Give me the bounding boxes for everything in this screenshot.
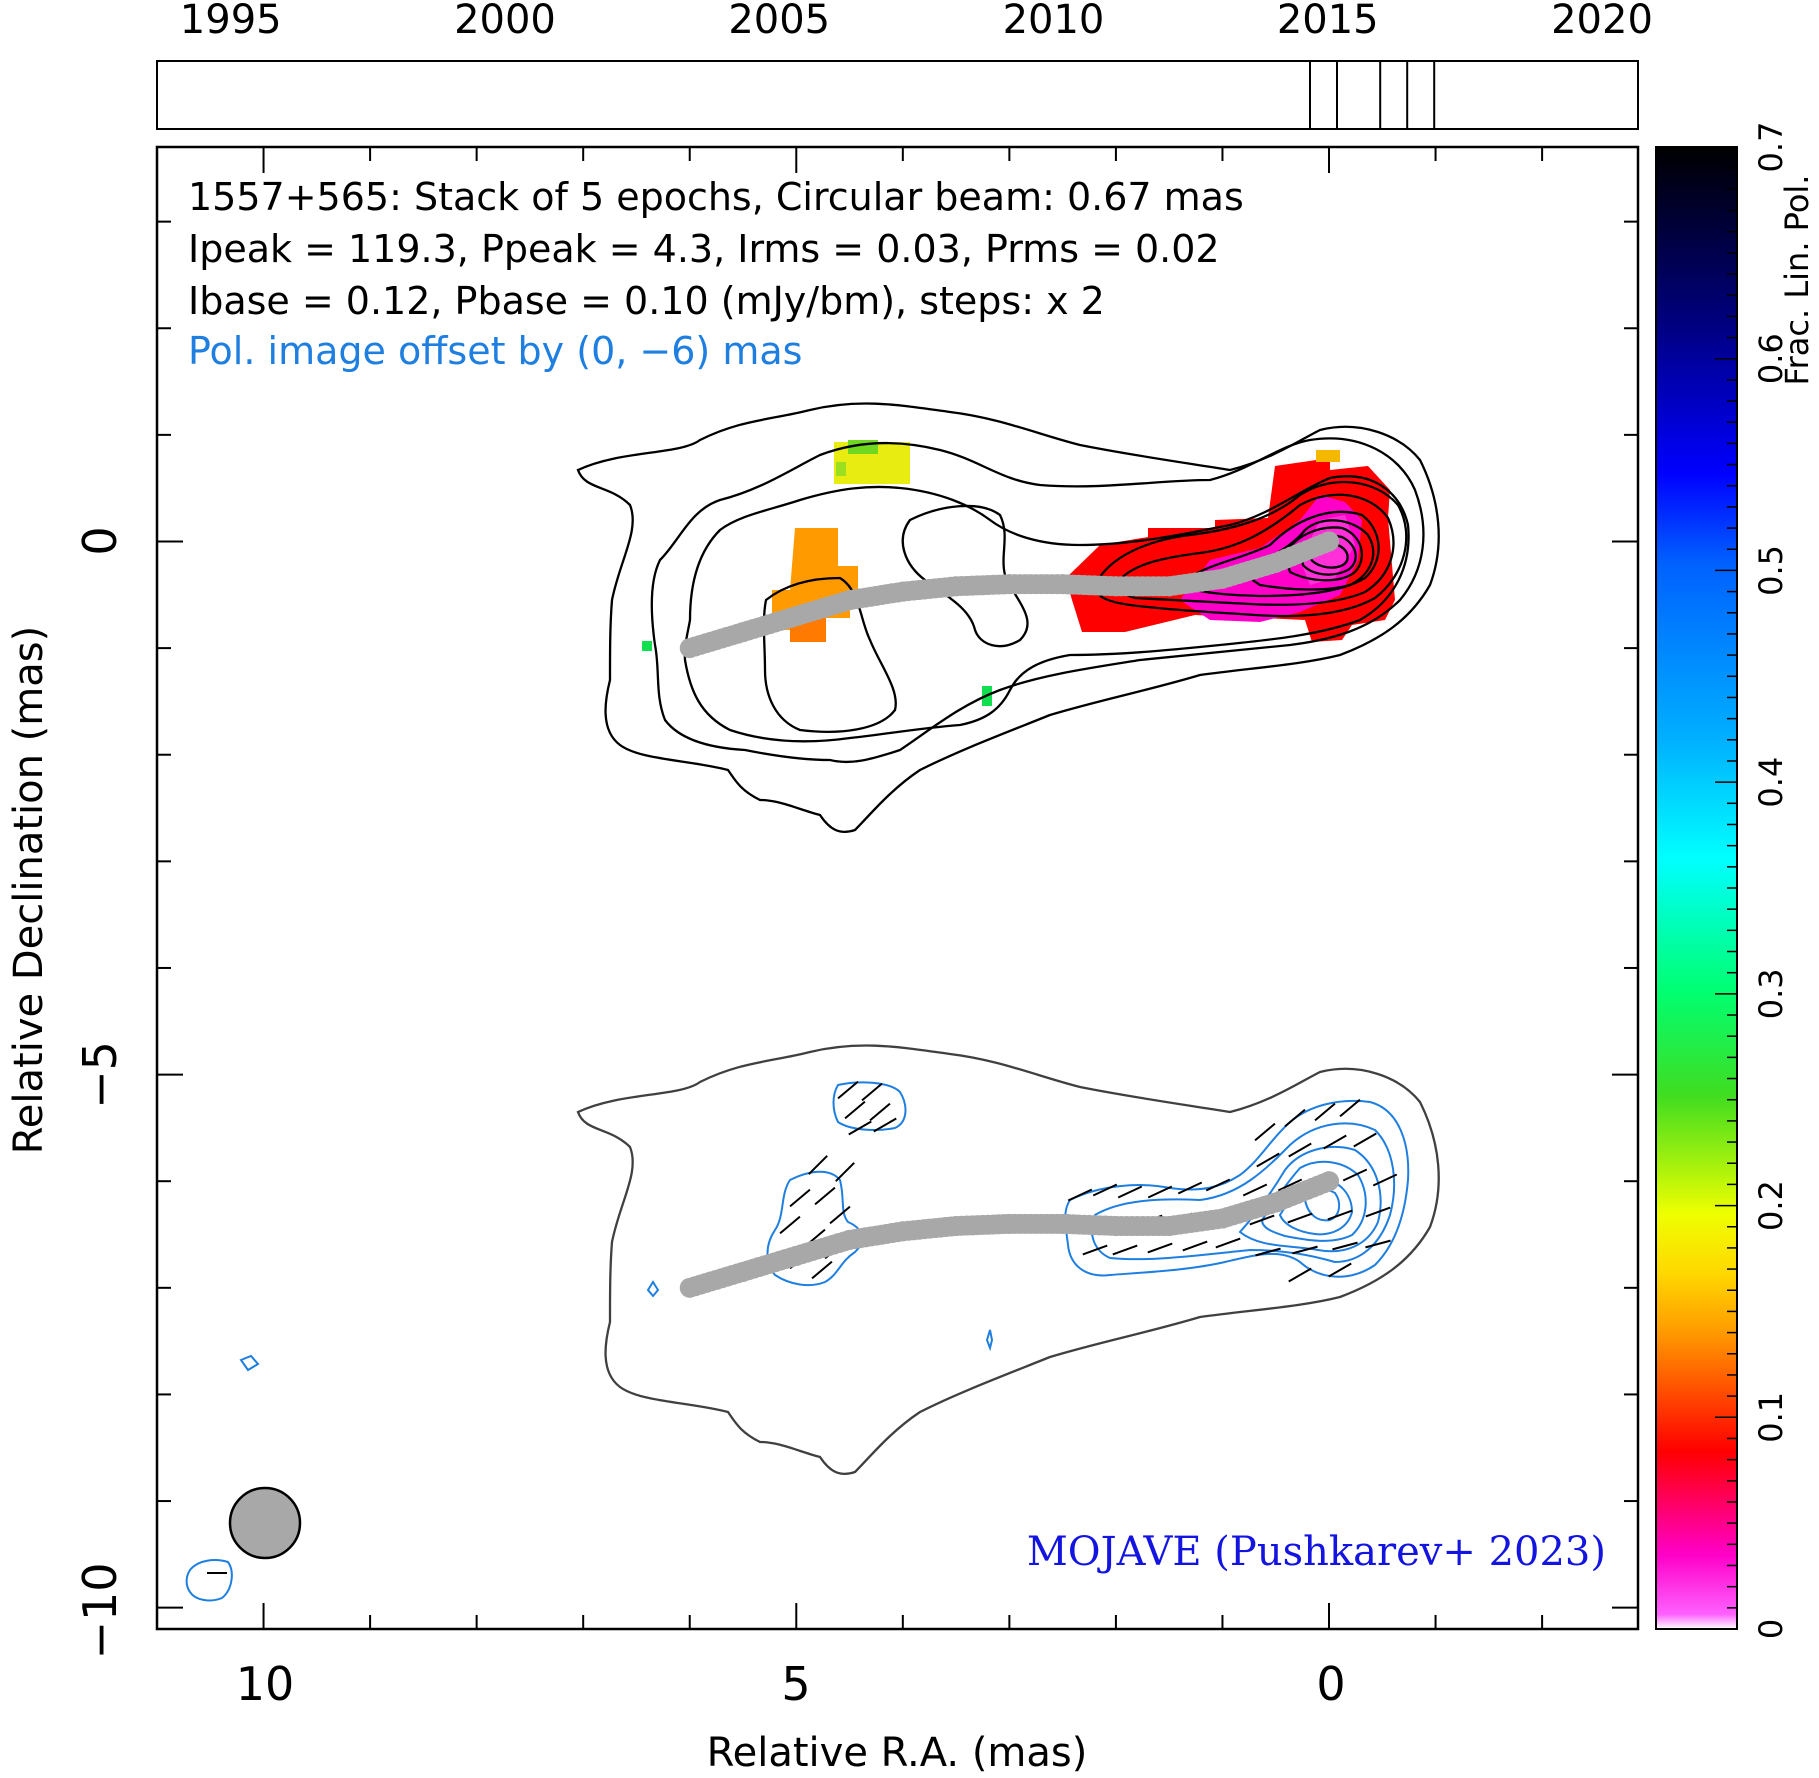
- header-line-2: Ipeak = 119.3, Ppeak = 4.3, Irms = 0.03,…: [188, 227, 1220, 271]
- evpa-tick: [814, 1186, 836, 1206]
- epoch-timeline: 1995 2000 2005 2010 2015 2020: [156, 0, 1653, 130]
- jet-ridge-line-offset: [679, 1171, 1340, 1298]
- y-axis-title: Relative Declination (mas): [6, 626, 52, 1154]
- colorbar-title: Frac. Lin. Pol.: [1778, 175, 1816, 386]
- timeline-year-label: 2015: [1277, 0, 1379, 43]
- timeline-year-label: 1995: [180, 0, 282, 43]
- evpa-tick: [1255, 1247, 1281, 1257]
- evpa-tick: [1339, 1098, 1361, 1118]
- colorbar-gradient: [1655, 146, 1738, 1630]
- evpa-tick: [1353, 1132, 1377, 1148]
- colorbar: 0 0.1 0.2 0.3 0.4 0.5 0.6 0.7 Frac. Lin. Pol.: [1655, 122, 1816, 1639]
- x-tick-label: 10: [236, 1657, 295, 1711]
- evpa-tick: [873, 1117, 897, 1133]
- colorbar-ticks: [1715, 146, 1737, 1630]
- timeline-frame: [156, 60, 1639, 130]
- evpa-tick: [1332, 1241, 1358, 1251]
- map-panel: MOJAVE (Pushkarev+ 2023) 1557+565: Stack…: [6, 145, 1640, 1776]
- colorbar-tick-label: 0.5: [1752, 545, 1790, 596]
- evpa-tick: [779, 1215, 801, 1235]
- evpa-tick: [789, 1188, 811, 1208]
- evpa-tick: [848, 1120, 872, 1136]
- evpa-tick: [1277, 1178, 1303, 1192]
- x-tick-label: 0: [1316, 1657, 1345, 1711]
- ridge-point: [1319, 1171, 1340, 1192]
- evpa-tick: [808, 1155, 828, 1175]
- colorbar-tick-label: 0.3: [1752, 968, 1790, 1019]
- evpa-tick: [811, 1260, 833, 1280]
- timeline-year-label: 2000: [454, 0, 556, 43]
- colorbar-tick-label: 0.6: [1752, 333, 1790, 384]
- credit-label: MOJAVE (Pushkarev+ 2023): [1027, 1529, 1606, 1575]
- evpa-tick: [1092, 1183, 1118, 1197]
- evpa-tick: [835, 1162, 855, 1182]
- evpa-tick: [1365, 1239, 1391, 1249]
- evpa-tick: [1292, 1245, 1318, 1255]
- evpa-tick: [1249, 1214, 1275, 1226]
- evpa-tick: [1067, 1188, 1093, 1202]
- colorbar-tick-label: 0.1: [1752, 1392, 1790, 1443]
- evpa-tick: [869, 1102, 891, 1122]
- evpa-tick: [837, 1080, 859, 1100]
- colorbar-tick-label: 0.7: [1752, 122, 1790, 173]
- timeline-year-label: 2010: [1003, 0, 1105, 43]
- evpa-tick: [844, 1100, 866, 1120]
- evpa-tick: [1288, 1267, 1312, 1283]
- y-tick-label: 0: [73, 526, 127, 555]
- header-line-3: Ibase = 0.12, Pbase = 0.10 (mJy/bm), ste…: [188, 279, 1105, 323]
- evpa-tick: [1287, 1212, 1313, 1224]
- evpa-tick: [1328, 1262, 1352, 1278]
- evpa-tick: [861, 1082, 883, 1102]
- evpa-tick: [1147, 1185, 1173, 1199]
- evpa-tick: [1342, 1168, 1368, 1182]
- evpa-tick: [1372, 1173, 1398, 1187]
- timeline-year-label: 2005: [728, 0, 830, 43]
- evpa-tick: [1284, 1108, 1306, 1128]
- y-tick-label: −5: [73, 1041, 127, 1109]
- timeline-year-label: 2020: [1551, 0, 1653, 43]
- evpa-tick: [1177, 1181, 1203, 1195]
- evpa-tick: [1323, 1134, 1347, 1150]
- evpa-tick: [1365, 1206, 1391, 1218]
- evpa-tick: [1215, 1237, 1241, 1249]
- x-axis-title: Relative R.A. (mas): [707, 1730, 1088, 1776]
- colorbar-tick-label: 0.2: [1752, 1180, 1790, 1231]
- evpa-tick: [1205, 1178, 1231, 1192]
- ridge-point: [1319, 531, 1340, 552]
- evpa-tick: [1082, 1244, 1108, 1256]
- colorbar-tick-label: 0: [1752, 1619, 1790, 1639]
- axis-ticks: [156, 147, 1638, 1629]
- evpa-tick: [1254, 1122, 1276, 1142]
- evpa-tick: [1117, 1185, 1143, 1199]
- evpa-tick: [1314, 1102, 1336, 1122]
- y-tick-label: −10: [73, 1562, 127, 1659]
- evpa-tick: [1182, 1240, 1208, 1252]
- x-tick-label: 5: [781, 1657, 810, 1711]
- intensity-contours: [576, 402, 1440, 834]
- evpa-tick: [1288, 1142, 1312, 1158]
- pol-offset-note: Pol. image offset by (0, −6) mas: [188, 329, 802, 373]
- pol-image-outer-contour: [576, 1044, 1440, 1476]
- colorbar-tick-label: 0.4: [1752, 757, 1790, 808]
- evpa-tick: [1256, 1152, 1280, 1168]
- evpa-tick: [829, 1205, 851, 1225]
- evpa-vectors: [207, 1080, 1398, 1574]
- pol-intensity-contours: [185, 1081, 1410, 1602]
- evpa-tick: [1242, 1183, 1268, 1197]
- jet-ridge-line: [679, 531, 1340, 659]
- beam-ellipse: [228, 1486, 302, 1560]
- evpa-tick: [1112, 1244, 1138, 1256]
- plot-frame: [155, 145, 1640, 1631]
- evpa-tick: [1327, 1209, 1353, 1221]
- evpa-tick: [1147, 1242, 1173, 1254]
- header-line-1: 1557+565: Stack of 5 epochs, Circular be…: [188, 175, 1244, 219]
